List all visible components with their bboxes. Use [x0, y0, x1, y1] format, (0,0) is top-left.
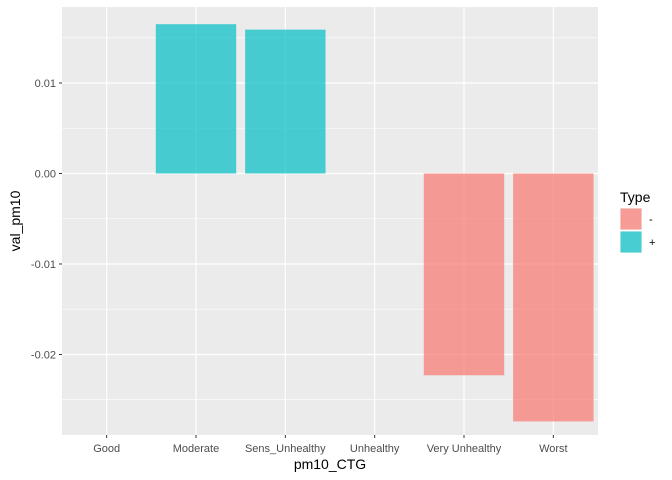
bar-very-unhealthy: [423, 173, 505, 376]
x-tick-label: Moderate: [173, 443, 219, 455]
y-tick-label: 0.00: [35, 168, 56, 180]
minor-gridlines: [62, 37, 598, 401]
x-tick-label: Very Unhealthy: [427, 443, 502, 455]
bar-moderate: [155, 24, 237, 174]
bar-worst: [513, 173, 594, 422]
bars: [155, 24, 594, 422]
x-axis-title: pm10_CTG: [294, 456, 366, 472]
legend-swatch: [620, 208, 642, 230]
legend: Type - +: [620, 189, 655, 253]
x-tick-label: Good: [93, 443, 120, 455]
x-axis: Good Moderate Sens_Unhealthy Unhealthy Very …: [93, 435, 568, 455]
y-tick-label: 0.01: [35, 78, 56, 90]
legend-title: Type: [620, 189, 651, 205]
legend-label: +: [649, 237, 655, 249]
x-tick-label: Unhealthy: [350, 443, 400, 455]
y-tick-label: -0.01: [31, 259, 56, 271]
x-tick-label: Sens_Unhealthy: [245, 443, 326, 455]
x-tick-label: Worst: [539, 443, 568, 455]
y-axis-title: val_pm10: [7, 190, 23, 251]
legend-label: -: [649, 214, 653, 226]
y-axis: -0.02 -0.01 0.00 0.01: [31, 78, 62, 361]
legend-swatch: [620, 231, 642, 253]
plot-panel: [62, 7, 598, 435]
bar-sens-unhealthy: [245, 29, 326, 174]
y-tick-label: -0.02: [31, 349, 56, 361]
